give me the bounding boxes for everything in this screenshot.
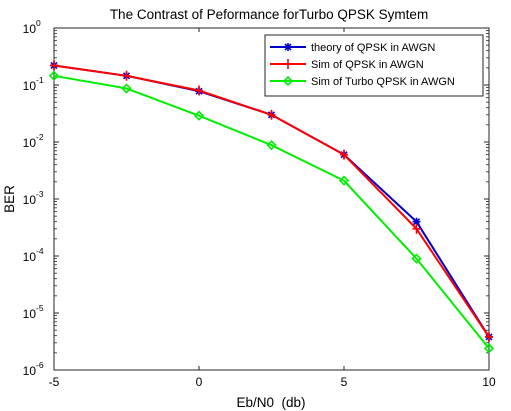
legend-item: Sim of Turbo QPSK in AWGN: [270, 75, 455, 88]
y-tick-exponent: -1: [36, 75, 44, 85]
series-3: [48, 70, 495, 354]
data-point: [266, 140, 277, 151]
y-tick-exponent: -3: [36, 189, 44, 199]
legend-marker: [284, 59, 292, 69]
y-tick-base: 10: [23, 193, 37, 207]
y-tick-base: 10: [23, 307, 37, 321]
legend-item: Sim of QPSK in AWGN: [270, 59, 424, 71]
x-tick-label: -5: [49, 375, 60, 389]
y-tick-base: 10: [23, 136, 37, 150]
data-point: [483, 343, 495, 354]
y-tick-label: 10: [23, 250, 37, 264]
data-point: [411, 253, 422, 264]
y-tick-base: 10: [23, 22, 37, 36]
y-tick-label: 10: [23, 193, 37, 207]
data-point: [121, 83, 132, 94]
data-point: [122, 70, 131, 81]
y-tick-exponent: -4: [36, 246, 44, 256]
y-tick-base: 10: [23, 79, 37, 93]
data-point: [485, 331, 493, 342]
y-tick-label: 10: [23, 22, 37, 36]
legend-label: theory of QPSK in AWGN: [311, 42, 435, 54]
y-tick-exponent: -2: [36, 132, 44, 142]
data-point: [340, 149, 348, 160]
series-line: [53, 74, 490, 349]
y-tick-label: 10: [23, 307, 37, 321]
legend-marker: [284, 43, 292, 51]
y-tick-base: 10: [23, 364, 37, 378]
y-tick-exponent: -5: [36, 303, 44, 313]
x-axis: -5 0 5 10: [49, 28, 496, 389]
data-point: [338, 175, 350, 186]
legend-marker: [282, 75, 294, 87]
x-tick-label: 5: [341, 375, 348, 389]
data-point: [50, 60, 58, 71]
y-tick-label: 10: [23, 364, 37, 378]
y-tick-exponent: -6: [36, 360, 44, 370]
y-tick-base: 10: [23, 250, 37, 264]
x-tick-label: 10: [482, 375, 496, 389]
series-layer: [48, 60, 495, 354]
x-axis-label: Eb/N0 (db): [236, 395, 305, 410]
data-point: [195, 85, 203, 96]
series-2: [50, 60, 493, 342]
legend-label: Sim of QPSK in AWGN: [311, 59, 424, 71]
data-point: [48, 70, 60, 81]
legend: theory of QPSK in AWGN Sim of QPSK in AWG…: [264, 34, 484, 97]
data-point: [193, 110, 205, 121]
data-point: [412, 217, 421, 226]
y-tick-label: 10: [23, 79, 37, 93]
data-point: [267, 109, 276, 120]
legend-item: theory of QPSK in AWGN: [270, 42, 435, 54]
x-tick-label: 0: [196, 375, 203, 389]
legend-box: [264, 34, 484, 97]
data-point: [412, 223, 421, 234]
y-axis-label: BER: [2, 185, 17, 213]
chart-title: The Contrast of Peformance forTurbo QPSK…: [110, 7, 428, 22]
legend-label: Sim of Turbo QPSK in AWGN: [311, 76, 455, 88]
y-tick-label: 10: [23, 136, 37, 150]
y-tick-exponent: 0: [36, 18, 41, 28]
